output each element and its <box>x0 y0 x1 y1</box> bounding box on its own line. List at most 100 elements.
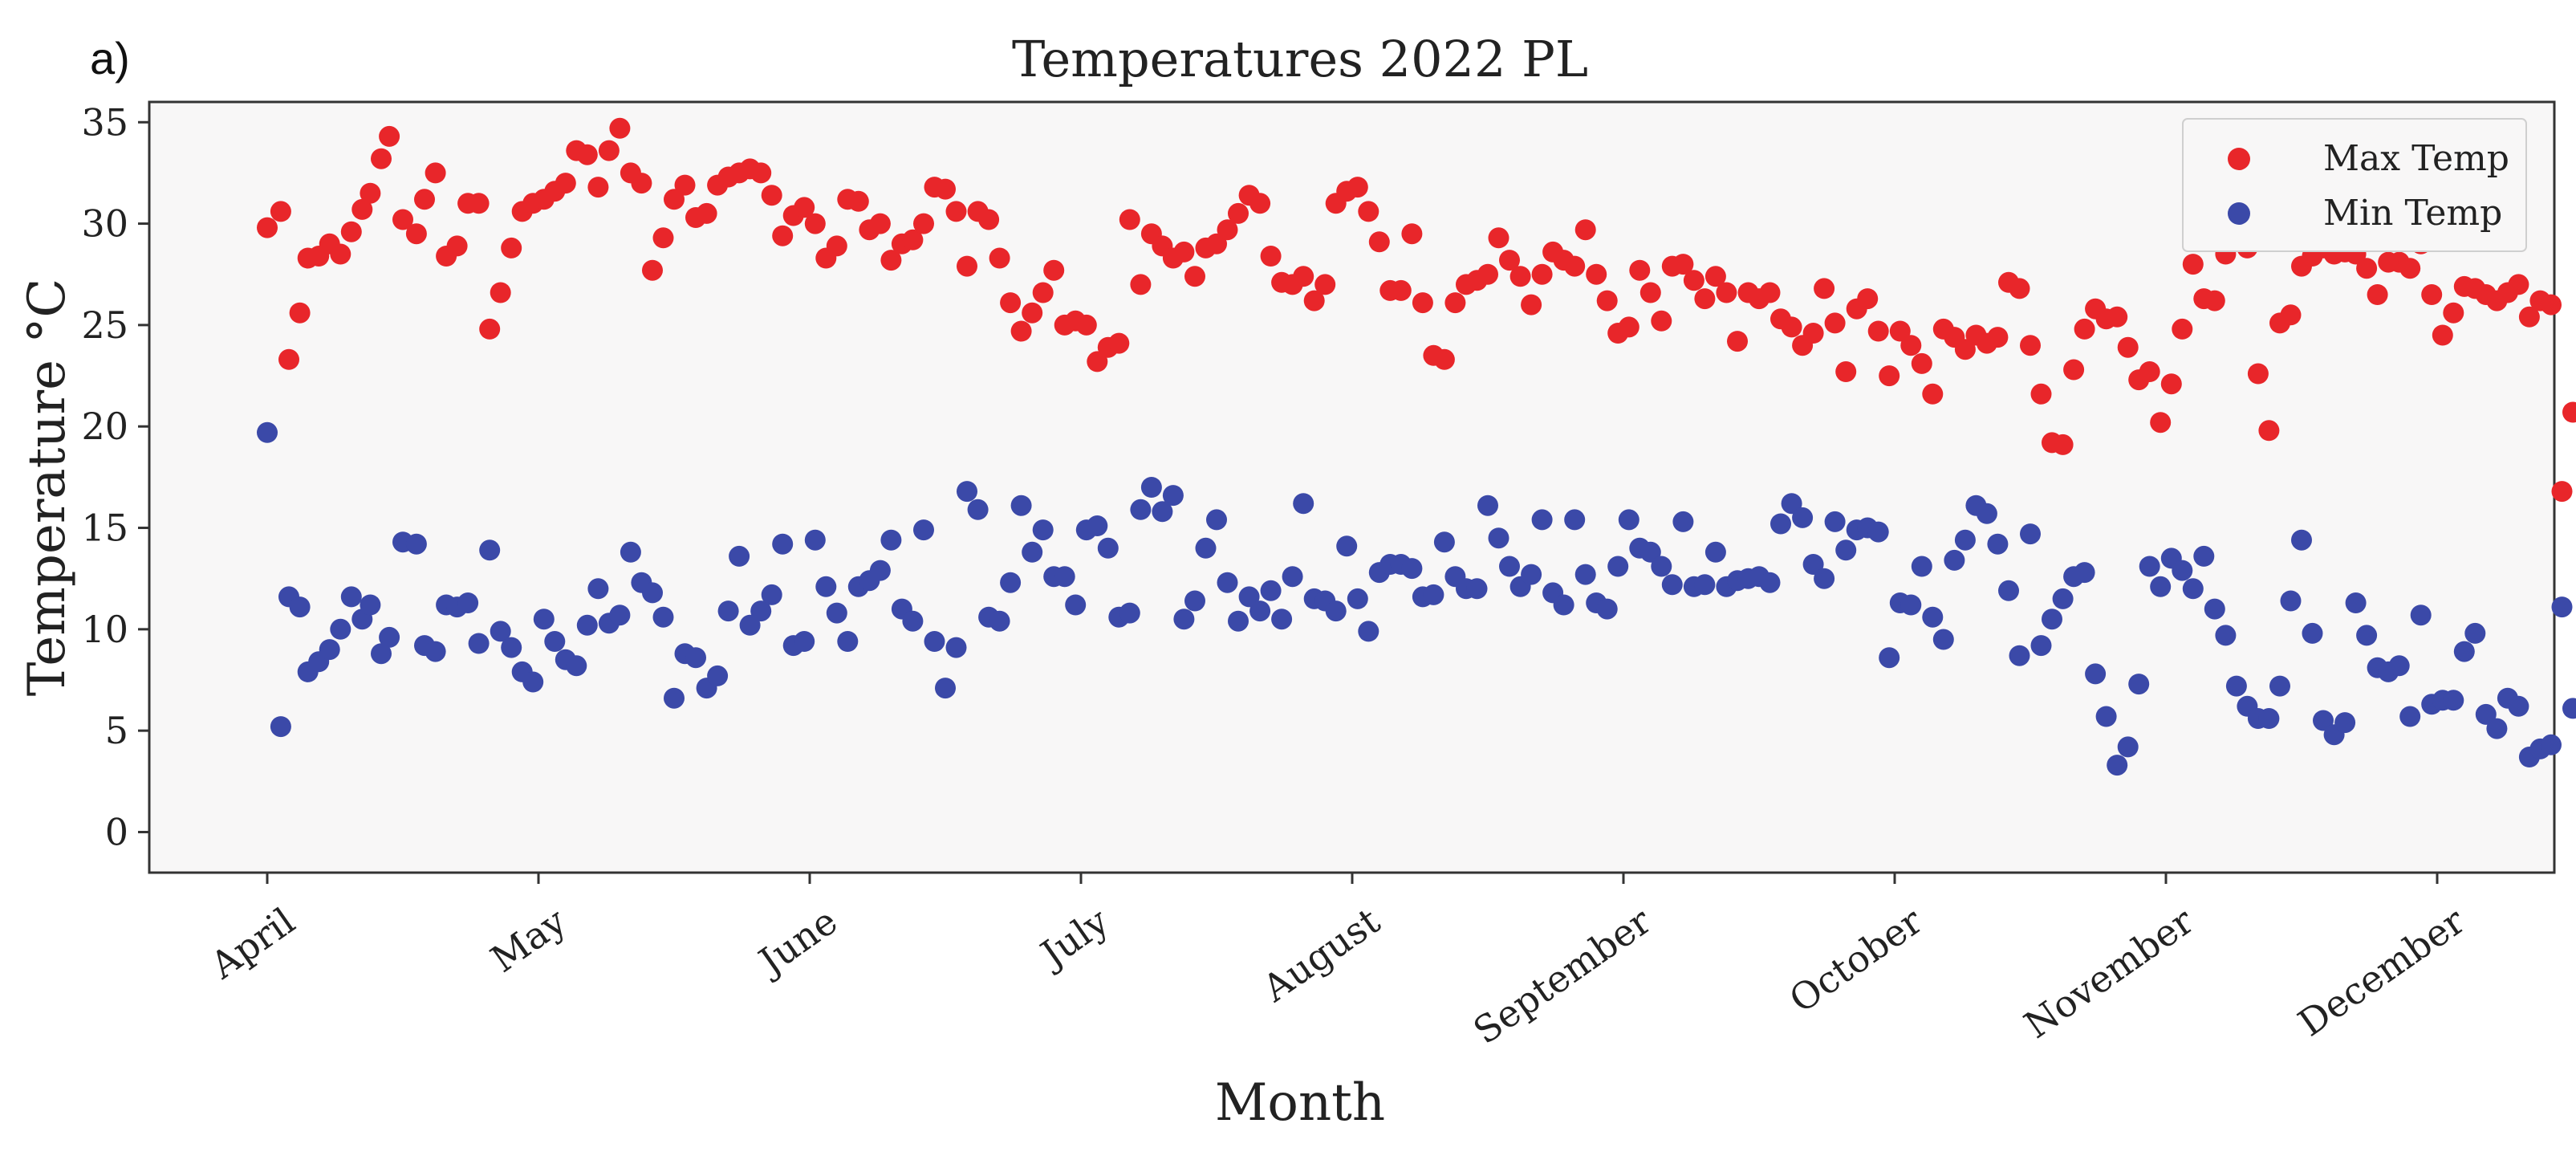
min-temp-point <box>2258 708 2280 729</box>
y-tick-label: 35 <box>81 100 128 144</box>
min-temp-point <box>1271 609 1293 630</box>
y-axis-label: Temperature °C <box>18 279 77 697</box>
min-temp-point <box>1358 621 1379 642</box>
max-temp-point <box>847 190 869 212</box>
max-temp-point <box>2551 481 2573 503</box>
min-temp-point <box>1651 556 1672 577</box>
max-temp-point <box>1228 202 1249 224</box>
min-temp-point <box>1293 493 1314 515</box>
min-temp-point <box>620 541 641 563</box>
min-temp-point <box>533 609 555 630</box>
panel-label: a) <box>90 33 130 83</box>
min-temp-point <box>257 421 278 443</box>
max-temp-point <box>1249 193 1271 214</box>
x-tick-label: June <box>749 899 845 985</box>
min-temp-point <box>2443 690 2464 711</box>
min-temp-point <box>1770 513 1791 535</box>
min-temp-point <box>1835 539 1857 561</box>
max-temp-point <box>1087 351 1108 372</box>
min-temp-point <box>739 614 761 636</box>
min-temp-point <box>935 678 956 699</box>
max-temp-point <box>1314 274 1336 295</box>
min-temp-point <box>902 610 924 632</box>
min-temp-point <box>1499 556 1520 577</box>
max-temp-point <box>1119 209 1140 230</box>
max-temp-point <box>631 173 652 194</box>
max-temp-point <box>501 237 522 258</box>
max-temp-point <box>1347 177 1368 198</box>
max-temp-point <box>1477 263 1498 285</box>
max-temp-point <box>1716 282 1737 303</box>
min-temp-point <box>1781 493 1802 515</box>
max-temp-point <box>794 197 815 218</box>
plot-area <box>148 100 2556 874</box>
max-temp-point <box>913 213 934 234</box>
min-temp-point <box>587 578 609 600</box>
min-temp-point <box>1900 594 1922 616</box>
max-temp-point <box>392 209 413 230</box>
max-temp-point <box>772 225 794 246</box>
max-temp-point <box>278 348 299 370</box>
max-temp-point <box>609 117 631 139</box>
max-temp-point <box>1586 263 1607 285</box>
max-temp-point <box>1879 365 1900 387</box>
min-temp-point <box>2107 755 2128 776</box>
max-temp-point <box>880 250 902 271</box>
max-temp-point <box>1217 219 1238 241</box>
x-axis-label: Month <box>1215 1073 1385 1133</box>
y-axis-ticks: 0 5 10 15 20 25 30 35 <box>81 100 149 853</box>
min-temp-point <box>957 481 977 503</box>
min-temp-point <box>815 576 837 597</box>
y-tick-label: 25 <box>81 303 128 347</box>
min-temp-point <box>1087 515 1108 536</box>
max-temp-point <box>425 162 446 184</box>
min-temp-point <box>2215 625 2237 646</box>
min-temp-point <box>1162 485 1184 507</box>
min-temp-point <box>1564 509 1586 531</box>
min-temp-point <box>1954 529 1976 551</box>
min-temp-point <box>1574 564 1596 585</box>
min-temp-point <box>1249 600 1271 622</box>
max-temp-point <box>1108 332 1130 354</box>
max-temp-point <box>1521 294 1542 315</box>
min-temp-point <box>468 633 490 654</box>
min-temp-point <box>2020 523 2041 545</box>
x-tick-label: August <box>1254 899 1388 1011</box>
max-temp-point <box>289 302 311 324</box>
min-temp-point <box>794 631 815 652</box>
max-temp-point <box>978 209 1000 230</box>
max-temp-point <box>2399 258 2421 279</box>
max-temp-point <box>1075 314 1097 336</box>
min-temp-point <box>1607 556 1629 577</box>
max-temp-point <box>1651 310 1672 332</box>
min-temp-point <box>664 687 685 709</box>
min-temp-point <box>913 519 934 541</box>
max-temp-point <box>1412 292 1433 314</box>
max-temp-point <box>826 235 847 257</box>
max-temp-point <box>1260 246 1282 267</box>
legend-marker-max <box>2228 148 2250 170</box>
max-temp-point <box>1596 290 1618 311</box>
min-temp-point <box>2345 592 2367 613</box>
max-temp-point <box>1390 279 1412 301</box>
max-temp-point <box>1499 250 1520 271</box>
max-temp-point <box>1987 327 2009 348</box>
min-temp-point <box>1553 594 1574 616</box>
min-temp-point <box>1998 580 2019 601</box>
min-temp-point <box>1976 503 1997 524</box>
min-temp-point <box>1824 511 1846 532</box>
min-temp-point <box>1325 600 1347 622</box>
min-temp-point <box>772 533 794 555</box>
min-temp-point <box>2291 529 2312 551</box>
min-temp-point <box>479 539 501 561</box>
min-temp-point <box>490 621 511 642</box>
max-temp-point <box>1618 316 1639 338</box>
max-temp-point <box>2204 290 2225 311</box>
max-temp-point <box>2367 284 2388 305</box>
max-temp-point <box>2247 363 2269 385</box>
max-temp-point <box>869 213 891 234</box>
max-temp-point <box>1694 288 1716 310</box>
min-temp-point <box>2139 556 2160 577</box>
max-temp-point <box>674 174 696 196</box>
max-temp-point <box>555 173 576 194</box>
